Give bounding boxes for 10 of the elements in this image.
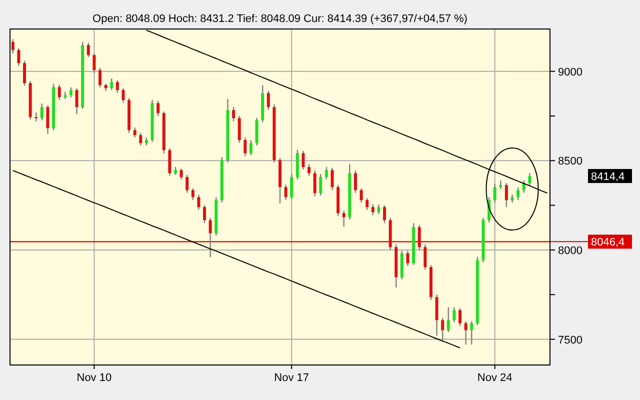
y-tick-label: 8000 — [558, 244, 582, 257]
x-tick-label: Nov 17 — [274, 372, 310, 384]
y-tick-label: 8500 — [558, 156, 582, 168]
x-tick-label: Nov 10 — [76, 372, 112, 384]
ref-line-label: 8046,4 — [591, 236, 625, 249]
y-tick-label: 9000 — [558, 66, 582, 78]
y-tick-label: 7500 — [558, 334, 582, 346]
text: 8414,4 — [591, 171, 625, 184]
chart-title: Open: 8048.09 Hoch: 8431.2 Tief: 8048.09 Cur: 8414.39 (+367,97/+04,57 %) — [92, 13, 468, 25]
x-tick-label: Nov 24 — [477, 372, 512, 384]
